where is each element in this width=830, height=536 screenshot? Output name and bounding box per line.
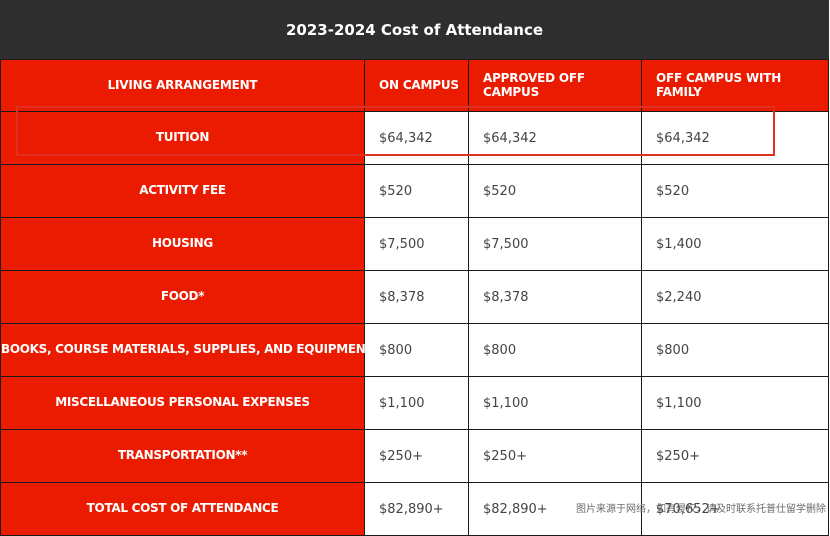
cell-on-campus: $64,342 — [364, 111, 469, 165]
cell-off-campus-with-family: $250+ — [641, 429, 829, 483]
cell-approved-off-campus: $250+ — [468, 429, 642, 483]
cell-on-campus: $800 — [364, 323, 469, 377]
cell-on-campus: $520 — [364, 164, 469, 218]
table-row: TRANSPORTATION** $250+ $250+ $250+ — [0, 429, 829, 483]
column-header-on-campus: ON CAMPUS — [364, 59, 469, 112]
cell-off-campus-with-family: $1,400 — [641, 217, 829, 271]
table-row: HOUSING $7,500 $7,500 $1,400 — [0, 217, 829, 271]
table-row: ACTIVITY FEE $520 $520 $520 — [0, 164, 829, 218]
page-title: 2023-2024 Cost of Attendance — [0, 0, 829, 59]
cell-off-campus-with-family: $800 — [641, 323, 829, 377]
cell-approved-off-campus: $1,100 — [468, 376, 642, 430]
cell-off-campus-with-family: $520 — [641, 164, 829, 218]
cell-approved-off-campus: $520 — [468, 164, 642, 218]
cell-approved-off-campus: $7,500 — [468, 217, 642, 271]
row-label: HOUSING — [0, 217, 365, 271]
row-label: BOOKS, COURSE MATERIALS, SUPPLIES, AND E… — [0, 323, 374, 377]
row-label: TRANSPORTATION** — [0, 429, 365, 483]
cell-on-campus: $82,890+ — [364, 482, 469, 536]
table-row: FOOD* $8,378 $8,378 $2,240 — [0, 270, 829, 324]
column-header-off-campus-with-family: OFF CAMPUS WITH FAMILY — [641, 59, 829, 112]
row-label: FOOD* — [0, 270, 365, 324]
cell-off-campus-with-family: $64,342 — [641, 111, 829, 165]
cell-off-campus-with-family: $1,100 — [641, 376, 829, 430]
cell-approved-off-campus: $8,378 — [468, 270, 642, 324]
cell-on-campus: $7,500 — [364, 217, 469, 271]
row-label: TUITION — [0, 111, 365, 165]
watermark-text: 图片来源于网络，如有侵权，请及时联系托普仕留学删除 — [576, 504, 826, 515]
row-label: TOTAL COST OF ATTENDANCE — [0, 482, 365, 536]
table-header-row: LIVING ARRANGEMENT ON CAMPUS APPROVED OF… — [0, 59, 829, 112]
cell-approved-off-campus: $800 — [468, 323, 642, 377]
cell-approved-off-campus: $64,342 — [468, 111, 642, 165]
table-row: BOOKS, COURSE MATERIALS, SUPPLIES, AND E… — [0, 323, 829, 377]
table-row: MISCELLANEOUS PERSONAL EXPENSES $1,100 $… — [0, 376, 829, 430]
cell-on-campus: $250+ — [364, 429, 469, 483]
row-label: ACTIVITY FEE — [0, 164, 365, 218]
cost-of-attendance-table: LIVING ARRANGEMENT ON CAMPUS APPROVED OF… — [0, 59, 829, 536]
cell-off-campus-with-family: $2,240 — [641, 270, 829, 324]
table-row: TUITION $64,342 $64,342 $64,342 — [0, 111, 829, 165]
cell-on-campus: $8,378 — [364, 270, 469, 324]
row-label: MISCELLANEOUS PERSONAL EXPENSES — [0, 376, 365, 430]
column-header-approved-off-campus: APPROVED OFF CAMPUS — [468, 59, 642, 112]
column-header-living-arrangement: LIVING ARRANGEMENT — [0, 59, 365, 112]
cell-on-campus: $1,100 — [364, 376, 469, 430]
